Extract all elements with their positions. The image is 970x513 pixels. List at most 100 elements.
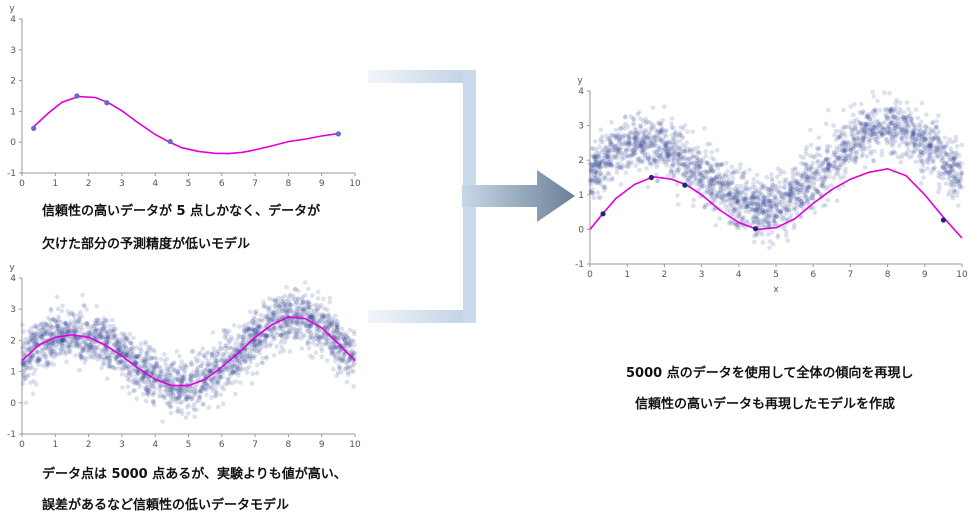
data-point	[55, 339, 61, 345]
data-point	[220, 369, 226, 375]
data-point	[37, 357, 43, 363]
data-point	[97, 351, 103, 357]
data-point	[282, 303, 287, 309]
data-point	[335, 344, 340, 350]
data-point	[204, 392, 209, 398]
data-point	[197, 389, 202, 395]
data-point	[146, 345, 151, 351]
data-point	[335, 327, 340, 333]
data-point	[37, 335, 42, 341]
data-point	[154, 361, 159, 367]
data-point	[332, 317, 338, 323]
data-point	[650, 105, 656, 111]
data-point	[313, 350, 319, 356]
data-point	[80, 322, 85, 327]
data-point	[99, 354, 104, 360]
data-point	[108, 363, 114, 369]
data-point	[351, 329, 357, 334]
data-point	[713, 223, 718, 228]
data-point	[59, 328, 64, 334]
data-point	[862, 165, 868, 170]
data-point	[303, 280, 308, 285]
data-point	[69, 310, 75, 316]
data-point	[134, 354, 140, 359]
data-point	[183, 364, 188, 369]
data-point	[235, 372, 241, 378]
data-point	[53, 344, 59, 350]
data-point	[20, 362, 26, 368]
data-point	[726, 191, 731, 196]
data-point	[271, 327, 276, 332]
data-point	[243, 358, 248, 363]
data-point	[777, 214, 782, 219]
data-point	[217, 374, 223, 380]
data-point	[287, 293, 292, 299]
data-point	[179, 377, 184, 382]
data-point	[342, 367, 348, 372]
data-point	[764, 211, 770, 216]
data-point	[322, 312, 328, 318]
data-point	[252, 310, 258, 315]
data-point	[270, 329, 275, 335]
data-point	[674, 146, 679, 152]
data-point	[166, 377, 172, 383]
data-point	[151, 398, 156, 404]
data-point	[941, 176, 946, 181]
data-point	[726, 221, 732, 226]
data-point	[793, 196, 798, 202]
data-point	[669, 125, 675, 131]
data-point	[181, 376, 186, 381]
data-point	[339, 326, 345, 332]
data-point	[300, 294, 306, 300]
data-point	[191, 373, 197, 379]
data-point	[625, 142, 630, 148]
data-point	[730, 170, 736, 175]
data-point	[317, 312, 323, 317]
data-point	[247, 356, 252, 361]
data-point	[300, 332, 306, 337]
data-point	[279, 323, 284, 329]
data-point	[168, 388, 173, 393]
data-point	[328, 321, 334, 326]
data-point	[50, 348, 56, 354]
data-point	[343, 360, 348, 365]
data-point	[134, 396, 140, 402]
data-point	[154, 360, 159, 366]
data-point	[95, 356, 100, 362]
data-point	[753, 231, 758, 236]
data-point	[103, 318, 108, 324]
data-point	[300, 307, 305, 312]
data-point	[191, 407, 197, 413]
data-point	[269, 316, 274, 322]
y-tick-label: 1	[578, 191, 584, 201]
data-point	[266, 316, 271, 321]
data-point	[197, 373, 202, 378]
y-axis-label: y	[9, 263, 15, 273]
data-point	[146, 362, 152, 367]
data-point	[323, 337, 329, 343]
data-point	[49, 351, 55, 357]
data-point	[50, 342, 56, 347]
data-point	[129, 341, 135, 347]
data-point	[335, 370, 341, 375]
data-point	[336, 330, 342, 336]
data-point	[834, 198, 840, 203]
data-point	[305, 338, 311, 344]
data-point	[138, 358, 144, 364]
data-point	[680, 136, 685, 141]
data-point	[175, 406, 181, 412]
data-point	[216, 352, 222, 357]
data-point	[66, 349, 72, 355]
data-point	[605, 154, 610, 159]
data-point	[705, 170, 710, 175]
data-point	[88, 339, 93, 345]
data-point	[150, 391, 155, 396]
x-tick-label: 3	[699, 270, 705, 280]
data-point	[204, 361, 210, 367]
data-point	[251, 342, 257, 348]
data-point	[101, 323, 107, 329]
data-point	[254, 344, 259, 349]
data-point	[48, 322, 53, 327]
data-point	[295, 305, 300, 311]
data-point	[348, 344, 353, 349]
